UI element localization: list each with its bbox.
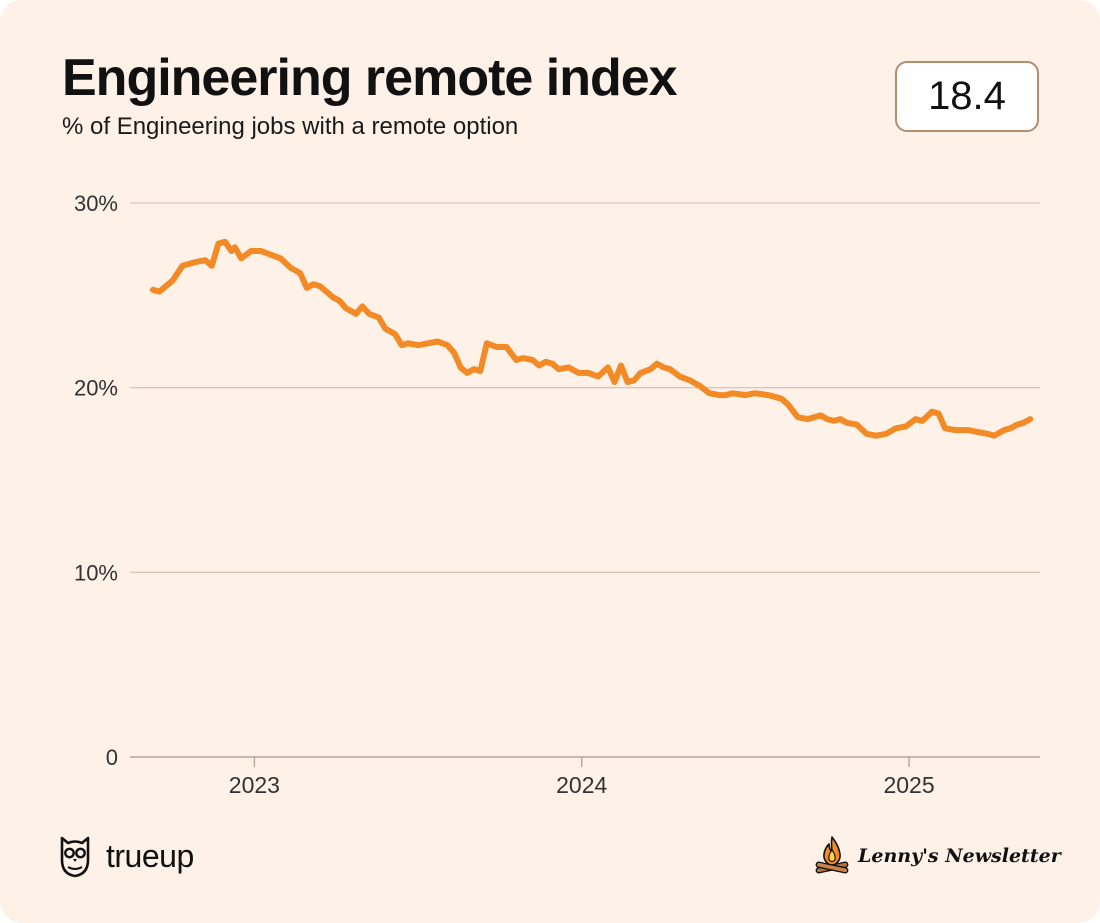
x-tick-label: 2024 (556, 772, 607, 798)
chart-series (149, 238, 1034, 439)
current-value: 18.4 (928, 74, 1006, 118)
y-tick-label: 10% (74, 560, 118, 585)
chart-gridlines (130, 202, 1040, 758)
y-tick-label: 20% (74, 376, 118, 401)
campfire-icon (815, 836, 849, 874)
current-value-badge: 18.4 (895, 61, 1039, 132)
x-tick-label: 2023 (229, 772, 280, 798)
trueup-brand-name: trueup (106, 838, 194, 874)
y-tick-label: 0 (106, 745, 118, 770)
lennys-brand-name: Lenny's Newsletter (858, 845, 1061, 867)
series-line (149, 238, 1034, 439)
owl-icon (60, 836, 90, 878)
x-tick-label: 2025 (883, 772, 934, 798)
lennys-newsletter-logo: Lenny's Newsletter (812, 834, 1061, 878)
chart-subtitle: % of Engineering jobs with a remote opti… (62, 113, 519, 140)
y-tick-label: 30% (74, 191, 118, 216)
trueup-logo: trueup (58, 834, 194, 878)
chart-title: Engineering remote index (62, 49, 678, 107)
x-axis-ticks: 2023 2024 2025 (229, 757, 935, 798)
y-axis-ticks: 0 10% 20% 30% (74, 191, 118, 770)
